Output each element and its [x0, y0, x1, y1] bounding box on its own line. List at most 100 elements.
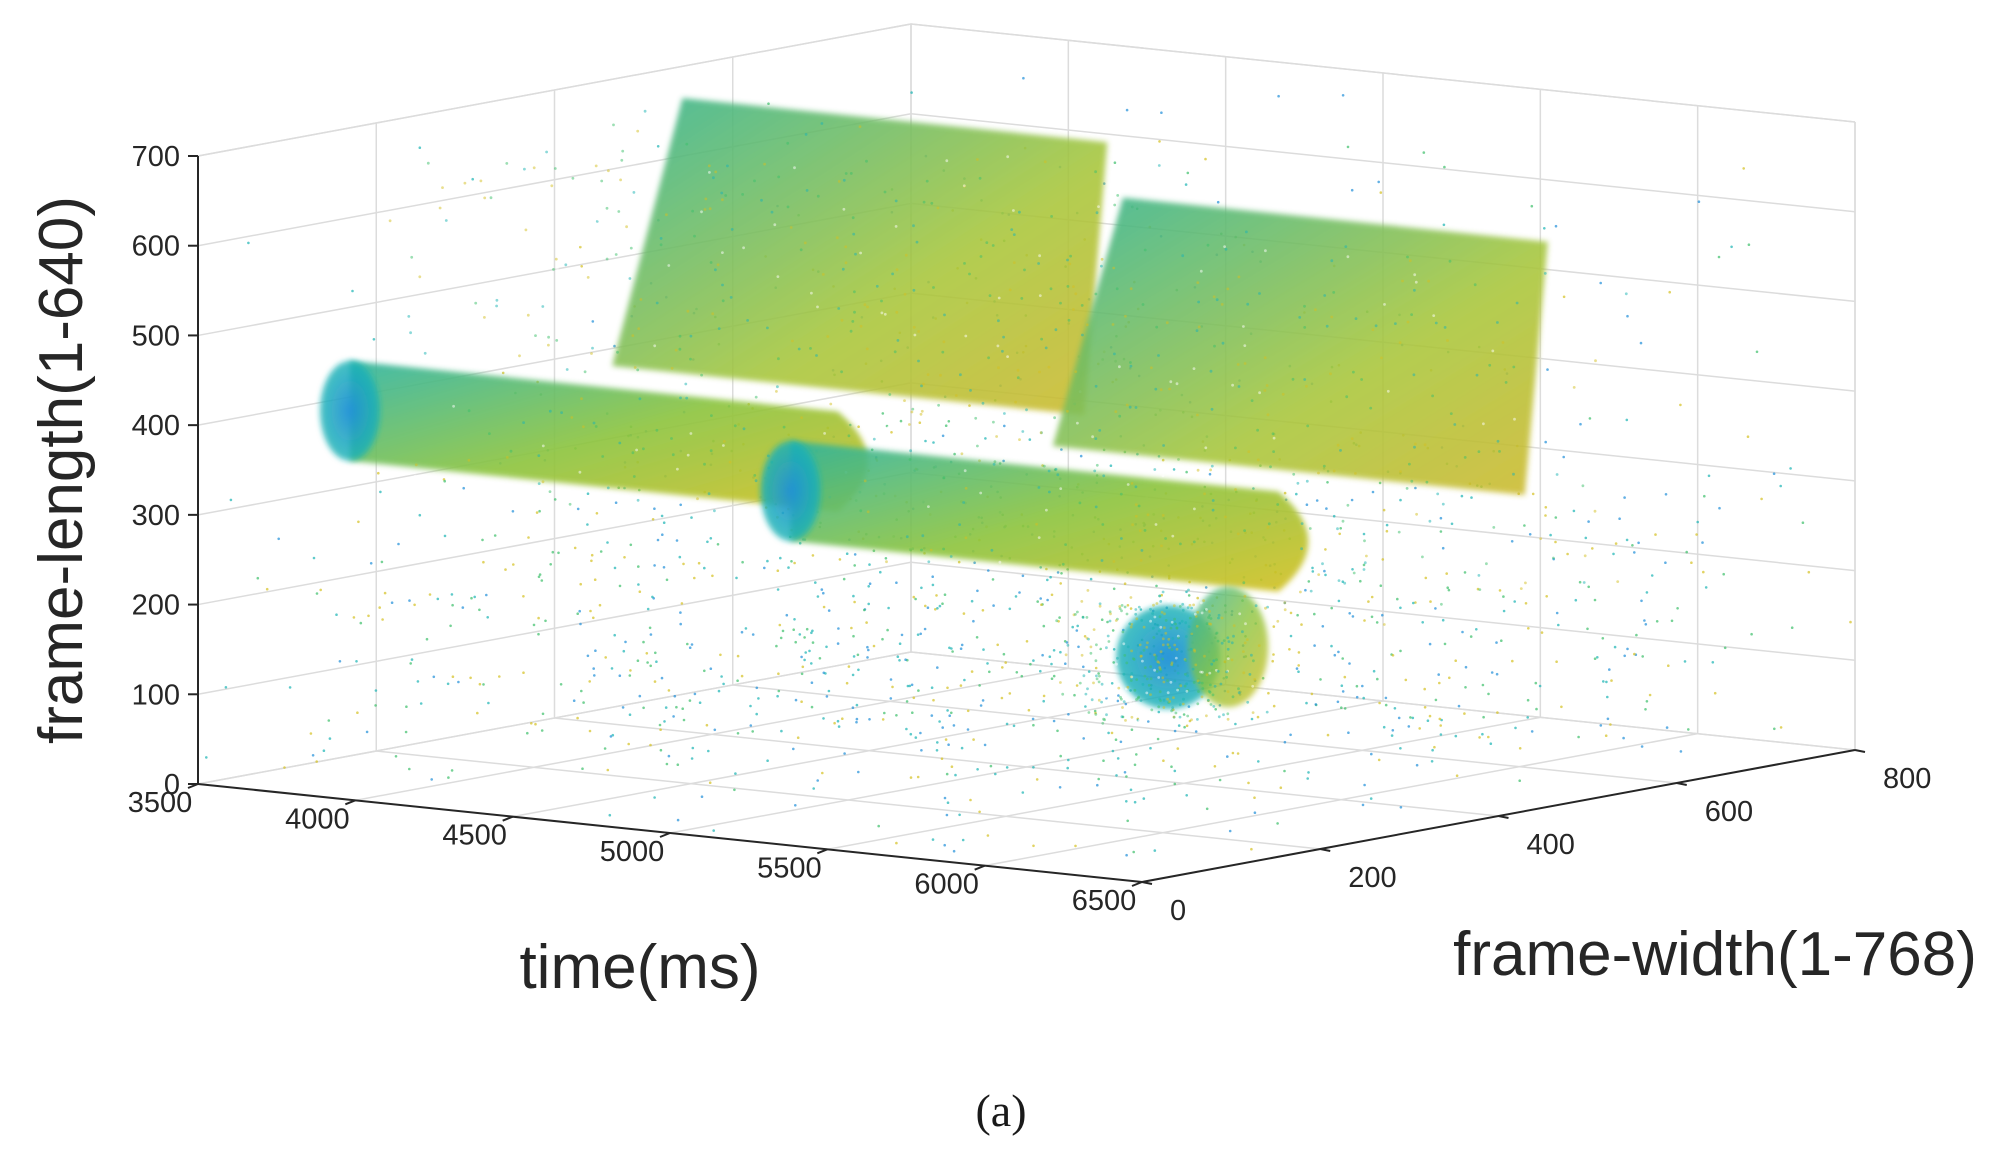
cluster-point [1158, 690, 1162, 694]
noise-point [1670, 619, 1674, 623]
noise-point [1307, 771, 1310, 774]
cluster-point [1300, 547, 1303, 551]
cluster-point [1237, 275, 1241, 279]
cluster-point [541, 444, 545, 448]
noise-point [1050, 662, 1053, 666]
cluster-point [1167, 637, 1171, 641]
noise-point [963, 678, 966, 682]
noise-point [1084, 705, 1087, 708]
noise-point [889, 678, 893, 681]
noise-point [749, 704, 752, 708]
cluster-point [1207, 616, 1210, 619]
cluster-point [548, 490, 552, 493]
cluster-point [612, 123, 615, 127]
noise-point [946, 801, 950, 804]
cluster-point [1245, 230, 1248, 234]
cluster-point [1346, 503, 1350, 507]
noise-point [976, 768, 979, 771]
noise-point [1182, 713, 1186, 716]
noise-point [1208, 472, 1212, 476]
cluster-point [1206, 698, 1210, 702]
cluster-point [1095, 674, 1098, 678]
noise-point [1066, 766, 1069, 770]
noise-point [1075, 684, 1079, 687]
cluster-end-cap [760, 441, 821, 542]
cluster-point [1171, 706, 1175, 709]
cluster-point [1145, 691, 1149, 695]
noise-point [1518, 779, 1521, 782]
cluster-point [1101, 721, 1105, 725]
cluster-point [1035, 522, 1038, 526]
noise-point [973, 561, 976, 564]
noise-point [1433, 745, 1436, 749]
cluster-point [1194, 615, 1198, 618]
cluster-point [712, 176, 715, 180]
noise-point [1540, 631, 1544, 634]
noise-point [1385, 523, 1389, 527]
cluster-point [1192, 540, 1196, 544]
cluster-point [674, 348, 678, 352]
cluster-point [659, 237, 663, 240]
y-axis-label: frame-width(1-768) [1453, 920, 1977, 989]
cluster-point [721, 283, 724, 287]
cluster-point [1512, 365, 1516, 369]
cluster-point [742, 246, 745, 250]
cluster-point [724, 194, 728, 197]
noise-point [651, 518, 655, 521]
cluster-point [1291, 377, 1295, 381]
noise-point [1324, 548, 1327, 551]
cluster-point [1069, 254, 1072, 258]
noise-point [1437, 673, 1440, 676]
noise-point [948, 714, 951, 717]
cluster-point [943, 313, 946, 317]
noise-point [1064, 662, 1067, 665]
noise-point [1482, 715, 1485, 719]
noise-point [660, 514, 664, 518]
cluster-point [1624, 292, 1628, 296]
noise-point [1326, 481, 1329, 484]
noise-point [920, 586, 923, 590]
noise-point [636, 659, 640, 662]
noise-point [1058, 786, 1062, 789]
noise-point [1370, 752, 1373, 756]
cluster-point [1172, 715, 1176, 719]
cluster-point [1196, 702, 1200, 706]
noise-point [1718, 506, 1721, 510]
noise-point [736, 679, 739, 682]
noise-point [1315, 499, 1319, 502]
noise-point [1046, 598, 1049, 602]
cluster-point [1105, 646, 1108, 650]
cluster-point [1094, 505, 1098, 509]
cluster-point [1414, 442, 1417, 446]
cluster-point [1159, 625, 1163, 629]
cluster-point [1122, 642, 1126, 646]
cluster-point [1074, 370, 1078, 373]
cluster-point [786, 141, 790, 145]
cluster-point [722, 444, 725, 447]
cluster-point [1583, 554, 1587, 558]
cluster-point [1408, 462, 1411, 466]
cluster-point [1172, 604, 1176, 608]
cluster-point [1140, 654, 1143, 658]
cluster-point [616, 350, 619, 354]
noise-point [1665, 726, 1669, 729]
noise-point [461, 606, 465, 609]
noise-point [283, 766, 286, 769]
cluster-point [583, 370, 587, 374]
cluster-point [1146, 641, 1149, 645]
cluster-point [865, 347, 869, 351]
cluster-point [1263, 389, 1267, 392]
cluster-point [618, 441, 622, 445]
noise-point [1059, 650, 1062, 654]
noise-point [593, 578, 597, 581]
noise-point [735, 576, 738, 580]
noise-point [1496, 711, 1499, 714]
noise-point [1443, 642, 1447, 646]
noise-point [1351, 615, 1355, 618]
noise-point [1637, 541, 1640, 545]
cluster-point [1182, 697, 1185, 701]
noise-point [1623, 654, 1626, 658]
cluster-point [570, 416, 574, 419]
noise-point [794, 804, 797, 807]
noise-point [642, 640, 645, 644]
